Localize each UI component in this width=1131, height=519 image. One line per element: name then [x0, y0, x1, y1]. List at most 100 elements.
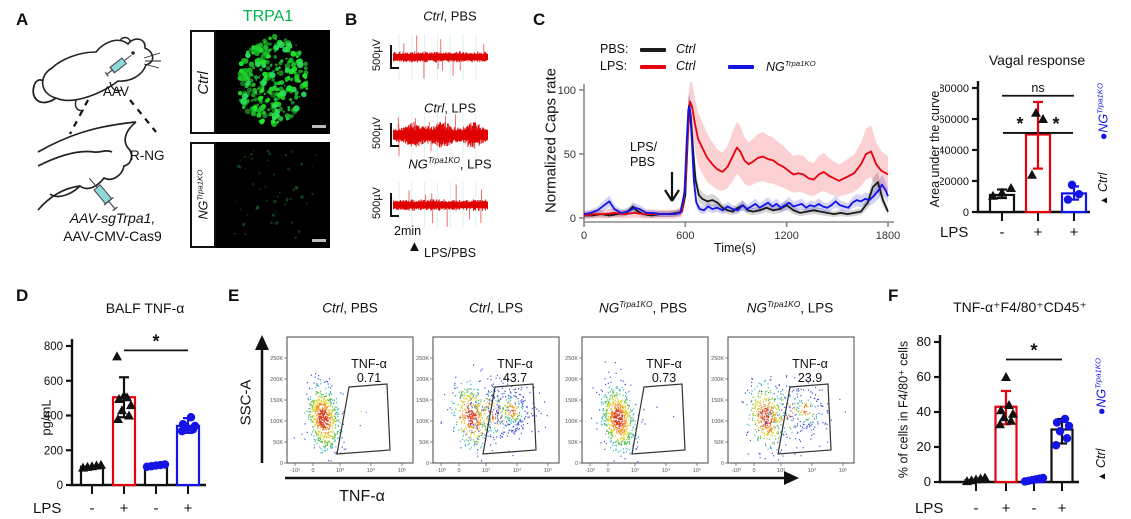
data-point-triangle	[1027, 169, 1037, 179]
gate-value: 23.9	[798, 371, 822, 385]
data-point-circle	[186, 413, 196, 422]
data-point-triangle	[1001, 372, 1011, 381]
y-tick-label: 200K	[270, 377, 283, 383]
x-symbol: -	[90, 500, 95, 517]
y-tick-label: 150K	[416, 398, 429, 404]
scale-bracket-v	[390, 45, 392, 69]
up-arrowhead-icon	[255, 335, 269, 350]
flow-plot: 0 50K 100K 150K 200K 250K -10³ 0 10³ 10⁴ 10⁵ TNF-α0…	[270, 336, 414, 474]
gate-polygon	[631, 383, 686, 455]
legend-lps-label: LPS:	[600, 59, 628, 73]
balf-bar-chart: 0 200 400 600 800 * LPS - + - +	[33, 331, 206, 517]
x-tick-label: 10³	[777, 468, 785, 474]
if-dots-ctrl	[237, 33, 309, 127]
stim-arrow-icon: ▲	[407, 238, 422, 255]
if-row-label-ko: NGTrpa1KO	[195, 169, 211, 220]
legend-ng-rot: ●NGTrpa1KO	[1095, 82, 1111, 141]
y-tick-label: 200K	[416, 377, 429, 383]
y-tick-label: 0	[575, 461, 578, 467]
flow-plot: 0 50K 100K 150K 200K 250K -10³ 0 10³ 10⁴ 10⁵ TNF-α4…	[416, 336, 560, 474]
data-point-triangle	[112, 351, 122, 361]
y-tick-label: 150K	[270, 398, 283, 404]
y-tick-label: 150K	[565, 398, 578, 404]
if-signal	[233, 149, 318, 239]
legend-ctrl-lps: Ctrl	[676, 59, 696, 73]
x-symbol: +	[1070, 224, 1079, 241]
data-point-triangle	[996, 405, 1006, 415]
nerve-drawing	[37, 121, 137, 212]
legend-swatch-red	[640, 65, 666, 69]
y-tick-label: 40	[917, 404, 931, 419]
y-tick-label: 20000	[940, 176, 969, 188]
x-tick-label: -10³	[290, 468, 300, 474]
x-symbol: -	[974, 500, 979, 517]
data-point-triangle	[119, 390, 129, 400]
data-point-circle	[1055, 427, 1065, 436]
scatter-points	[440, 364, 548, 462]
stim-annotation-2: PBS	[630, 155, 656, 169]
y-tick-label: 100K	[711, 419, 724, 425]
data-point-triangle	[1006, 182, 1016, 192]
y-tick-label: 60	[917, 369, 931, 384]
stim-label: LPS/PBS	[424, 246, 477, 260]
aav-label: AAV	[102, 84, 129, 99]
y-tick-label: 20	[917, 439, 931, 454]
gate-value: 0.73	[652, 371, 676, 385]
sig-label: *	[1016, 114, 1023, 134]
x-tick-label: -10³	[585, 468, 595, 474]
flow-title-4: NGTrpa1KO, LPS	[746, 299, 834, 316]
scatter-points	[741, 375, 846, 461]
tnf-xlabel: TNF-α	[339, 488, 385, 505]
panel-b-label: B	[345, 10, 358, 29]
y-tick-label: 60000	[940, 114, 969, 126]
legend-pbs-label: PBS:	[600, 42, 629, 56]
sig-label: *	[1030, 341, 1037, 361]
scale-bracket-h	[390, 67, 399, 69]
y-tick-label: 100	[558, 85, 576, 97]
line-chart-plot: 0 50 100 0 600 1200 1800	[558, 82, 900, 242]
y-tick-label: 50	[564, 149, 576, 161]
panel-e-label: E	[228, 286, 240, 305]
data-point-triangle	[114, 393, 124, 403]
x-tick-label: 0	[311, 468, 314, 474]
scale-label-2: 500µV	[371, 116, 383, 150]
mouse-whiskers	[143, 52, 161, 69]
x-symbol: +	[1034, 224, 1043, 241]
flow-plot-3: 0 50K 100K 150K 200K 250K -10³ 0 10³ 10⁴ 10⁵ TNF-α0…	[565, 336, 709, 474]
trace	[393, 112, 488, 158]
data-point-circle	[1052, 418, 1062, 427]
dashed-line-left	[69, 99, 89, 135]
x-tick-label: 0	[457, 468, 460, 474]
x-tick-label: 10³	[631, 468, 639, 474]
time-scale-label: 2min	[394, 224, 422, 238]
y-tick-label: 250K	[565, 356, 578, 362]
data-point-triangle	[117, 405, 127, 415]
y-tick-label: 50K	[568, 440, 578, 446]
data-point-triangle	[126, 400, 136, 410]
gate-polygon	[336, 383, 391, 455]
f480-ylabel: % of cells in F4/80⁺ cells	[896, 340, 911, 479]
y-tick-label: 600	[44, 376, 63, 388]
rng-label: R-NG	[130, 148, 165, 163]
data-point-circle	[1063, 195, 1073, 204]
if-dots-ko	[233, 149, 318, 239]
legend-ctrl-rot: ▲ Ctrl	[1096, 172, 1110, 206]
sig-label: *	[152, 331, 159, 351]
y-tick-label: 50K	[419, 440, 429, 446]
if-label-strip-ctrl	[190, 30, 216, 134]
right-arrowhead-icon	[784, 471, 799, 485]
x-tick-label: 10⁴	[808, 467, 817, 474]
mouse-body	[41, 38, 154, 102]
scale-bar	[312, 125, 326, 128]
x-tick-label: 10⁴	[513, 467, 522, 474]
data-point-triangle	[1006, 415, 1016, 425]
scale-label-1: 500µV	[371, 38, 383, 72]
flow-plot-4: 0 50K 100K 150K 200K 250K -10³ 0 10³ 10⁴ 10⁵ TNF-α2…	[711, 336, 855, 474]
trace-title-2: Ctrl, LPS	[423, 100, 476, 116]
scale-bracket-h	[390, 145, 399, 147]
y-tick-label: 0	[57, 480, 63, 492]
panel-f-label: F	[888, 286, 899, 305]
y-tick-label: 0	[280, 461, 283, 467]
x-tick-label: 1800	[876, 230, 900, 242]
data-point-circle	[1051, 441, 1061, 450]
